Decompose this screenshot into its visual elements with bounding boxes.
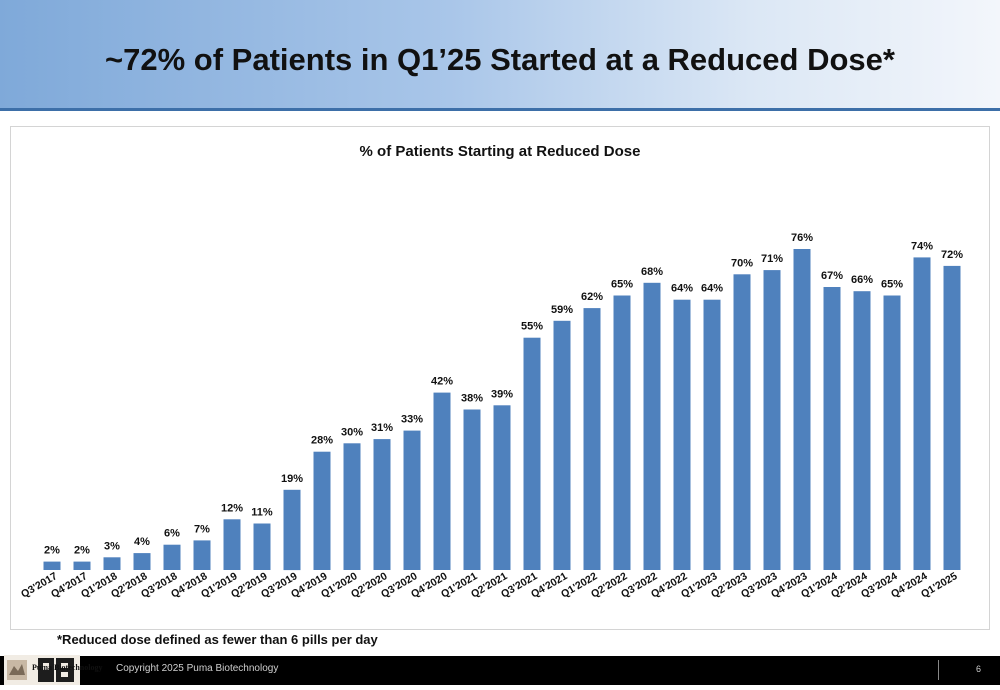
value-label-Q4'2021: 59%: [551, 304, 573, 316]
value-label-Q1'2022: 62%: [581, 291, 603, 303]
value-label-Q1'2018: 3%: [104, 540, 120, 552]
bars-group: [43, 249, 961, 571]
bar-Q2'2023: [733, 274, 751, 570]
value-label-Q4'2022: 64%: [671, 283, 693, 295]
value-label-Q1'2024: 67%: [821, 270, 843, 282]
company-logo: Puma Biotechnology: [4, 655, 102, 685]
bar-Q3'2021: [523, 337, 541, 570]
header-divider: [0, 108, 1000, 111]
value-label-Q3'2023: 71%: [761, 253, 783, 265]
value-label-Q2'2024: 66%: [851, 274, 873, 286]
bar-Q4'2023: [793, 249, 811, 570]
bar-Q1'2018: [103, 557, 121, 570]
bar-Q3'2017: [43, 561, 61, 570]
footer-bar: [0, 656, 1000, 685]
value-label-Q4'2019: 28%: [311, 435, 333, 447]
value-label-Q1'2025: 72%: [941, 249, 963, 261]
bar-Q4'2024: [913, 257, 931, 570]
value-label-Q3'2018: 6%: [164, 528, 180, 540]
bar-Q1'2020: [343, 443, 361, 570]
value-label-Q3'2022: 68%: [641, 266, 663, 278]
value-label-Q3'2020: 33%: [401, 414, 423, 426]
chart-title: % of Patients Starting at Reduced Dose: [360, 143, 641, 160]
value-label-Q4'2017: 2%: [74, 545, 90, 557]
bar-Q2'2020: [373, 439, 391, 570]
bar-Q3'2020: [403, 430, 421, 570]
bar-Q1'2025: [943, 265, 961, 570]
footnote: *Reduced dose defined as fewer than 6 pi…: [57, 632, 378, 647]
value-label-Q3'2019: 19%: [281, 473, 303, 485]
value-label-Q4'2018: 7%: [194, 523, 210, 535]
value-label-Q3'2017: 2%: [44, 545, 60, 557]
value-label-Q3'2021: 55%: [521, 321, 543, 333]
slide-title: ~72% of Patients in Q1’25 Started at a R…: [105, 42, 895, 77]
value-label-Q1'2021: 38%: [461, 393, 483, 405]
bar-Q3'2023: [763, 270, 781, 570]
value-label-Q4'2020: 42%: [431, 376, 453, 388]
bar-Q1'2023: [703, 299, 721, 570]
value-label-Q1'2019: 12%: [221, 502, 243, 514]
bar-Q4'2022: [673, 299, 691, 570]
value-label-Q2'2023: 70%: [731, 257, 753, 269]
value-labels-group: 2% 2% 3% 4% 6% 7% 12% 11% 19% 28% 30% 31% 33% 42% 38% 3…: [44, 232, 963, 557]
value-label-Q1'2020: 30%: [341, 426, 363, 438]
value-label-Q2'2022: 65%: [611, 279, 633, 291]
bar-Q2'2022: [613, 295, 631, 570]
bar-Q4'2021: [553, 320, 571, 570]
value-label-Q2'2018: 4%: [134, 536, 150, 548]
bar-Q3'2022: [643, 282, 661, 570]
bar-Q2'2019: [253, 523, 271, 570]
value-label-Q3'2024: 65%: [881, 279, 903, 291]
value-label-Q2'2020: 31%: [371, 422, 393, 434]
bar-Q3'2018: [163, 544, 181, 570]
bar-Q1'2022: [583, 308, 601, 570]
title-banner: [0, 0, 1000, 108]
value-label-Q1'2023: 64%: [701, 283, 723, 295]
value-label-Q4'2023: 76%: [791, 232, 813, 244]
bar-Q2'2024: [853, 291, 871, 570]
bar-Q1'2019: [223, 519, 241, 570]
bar-Q1'2024: [823, 287, 841, 570]
bar-Q3'2019: [283, 489, 301, 571]
footer-separator: [938, 660, 939, 680]
bar-Q3'2024: [883, 295, 901, 570]
value-label-Q2'2019: 11%: [251, 507, 273, 519]
bar-Q2'2021: [493, 405, 511, 570]
bar-chart: % of Patients Starting at Reduced Dose 2…: [19, 143, 963, 601]
bar-Q4'2017: [73, 561, 91, 570]
bar-Q4'2018: [193, 540, 211, 570]
value-label-Q4'2024: 74%: [911, 240, 933, 252]
logo-wordmark: Puma Biotechnology: [32, 663, 103, 672]
puma-logo-icon: [7, 658, 74, 682]
copyright-text: Copyright 2025 Puma Biotechnology: [116, 663, 279, 674]
bar-Q4'2019: [313, 451, 331, 570]
value-label-Q2'2021: 39%: [491, 388, 513, 400]
bar-Q2'2018: [133, 553, 151, 570]
bar-Q1'2021: [463, 409, 481, 570]
chart-frame: % of Patients Starting at Reduced Dose 2…: [10, 126, 990, 630]
bar-Q4'2020: [433, 392, 451, 570]
category-labels-group: Q3'2017Q4'2017Q1'2018Q2'2018Q3'2018Q4'20…: [19, 570, 960, 600]
page-number: 6: [976, 664, 982, 674]
